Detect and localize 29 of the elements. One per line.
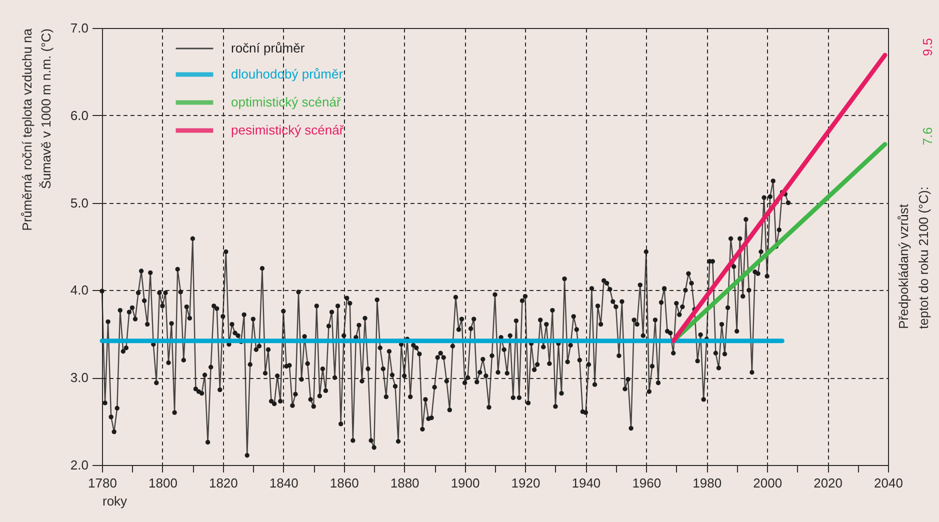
y-tick-label: 4.0: [70, 282, 88, 298]
legend-label: optimistický scénář: [231, 94, 342, 110]
legend-label: pesimistický scénář: [231, 122, 344, 138]
y-tick-label: 5.0: [70, 195, 88, 210]
annotation: 7.6: [920, 127, 935, 146]
x-tick-label: 1820: [208, 476, 238, 490]
y-tick-label: 7.0: [70, 20, 88, 36]
x-tick-label: 1980: [692, 476, 722, 490]
text: Předpokládaný vzrůst teptot do roku 2100 (°C):: [896, 186, 931, 329]
x-tick-label: 2000: [753, 476, 782, 490]
x-tick-label: 1860: [330, 476, 359, 490]
x-tick-label: 2020: [814, 476, 842, 490]
x-axis-title: roky: [102, 494, 128, 508]
x-tick-label: 2040: [874, 476, 903, 490]
legend-label: roční průměr: [231, 40, 306, 56]
x-tick-label: 1920: [511, 476, 540, 490]
annotation: 9.5: [920, 38, 935, 56]
legend-label: dlouhodobý průměr: [231, 66, 344, 82]
x-tick-label: 1800: [148, 476, 178, 490]
x-tick-label: 1940: [572, 476, 601, 490]
y-axis-title: Průměrná roční teplota vzduchu na Šumavě v 1000 m n.m. (°C): [19, 28, 54, 231]
y-tick-label: 3.0: [70, 370, 88, 386]
y-tick-label: 6.0: [70, 108, 88, 123]
x-tick-label: 1880: [390, 476, 420, 490]
x-tick-label: 1840: [269, 476, 298, 490]
x-tick-label: 1960: [632, 476, 662, 490]
x-tick-label: 1900: [450, 476, 480, 490]
y-tick-label: 2.0: [70, 458, 88, 472]
x-tick-label: 1780: [88, 476, 117, 490]
